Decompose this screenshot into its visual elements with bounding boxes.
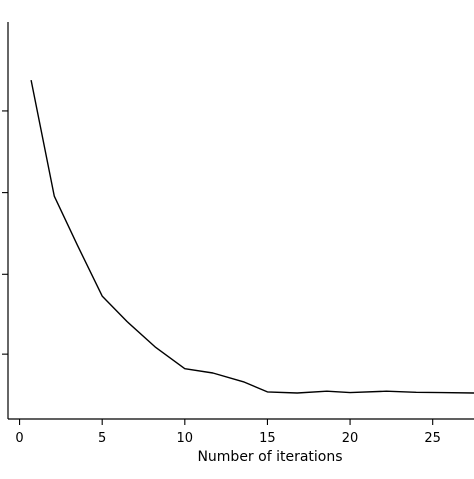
x-tick-label: 10 xyxy=(177,431,194,446)
ticks: 0 5 10 15 20 25 xyxy=(2,111,441,446)
x-tick-label: 20 xyxy=(342,431,359,446)
x-axis-label: Number of iterations xyxy=(197,449,342,465)
axes xyxy=(8,22,474,419)
x-tick-label: 15 xyxy=(259,431,276,446)
x-tick-label: 5 xyxy=(98,431,106,446)
series-layer xyxy=(31,80,474,393)
x-tick-label: 25 xyxy=(424,431,441,446)
x-tick-label: 0 xyxy=(15,431,23,446)
series-line xyxy=(31,80,474,393)
